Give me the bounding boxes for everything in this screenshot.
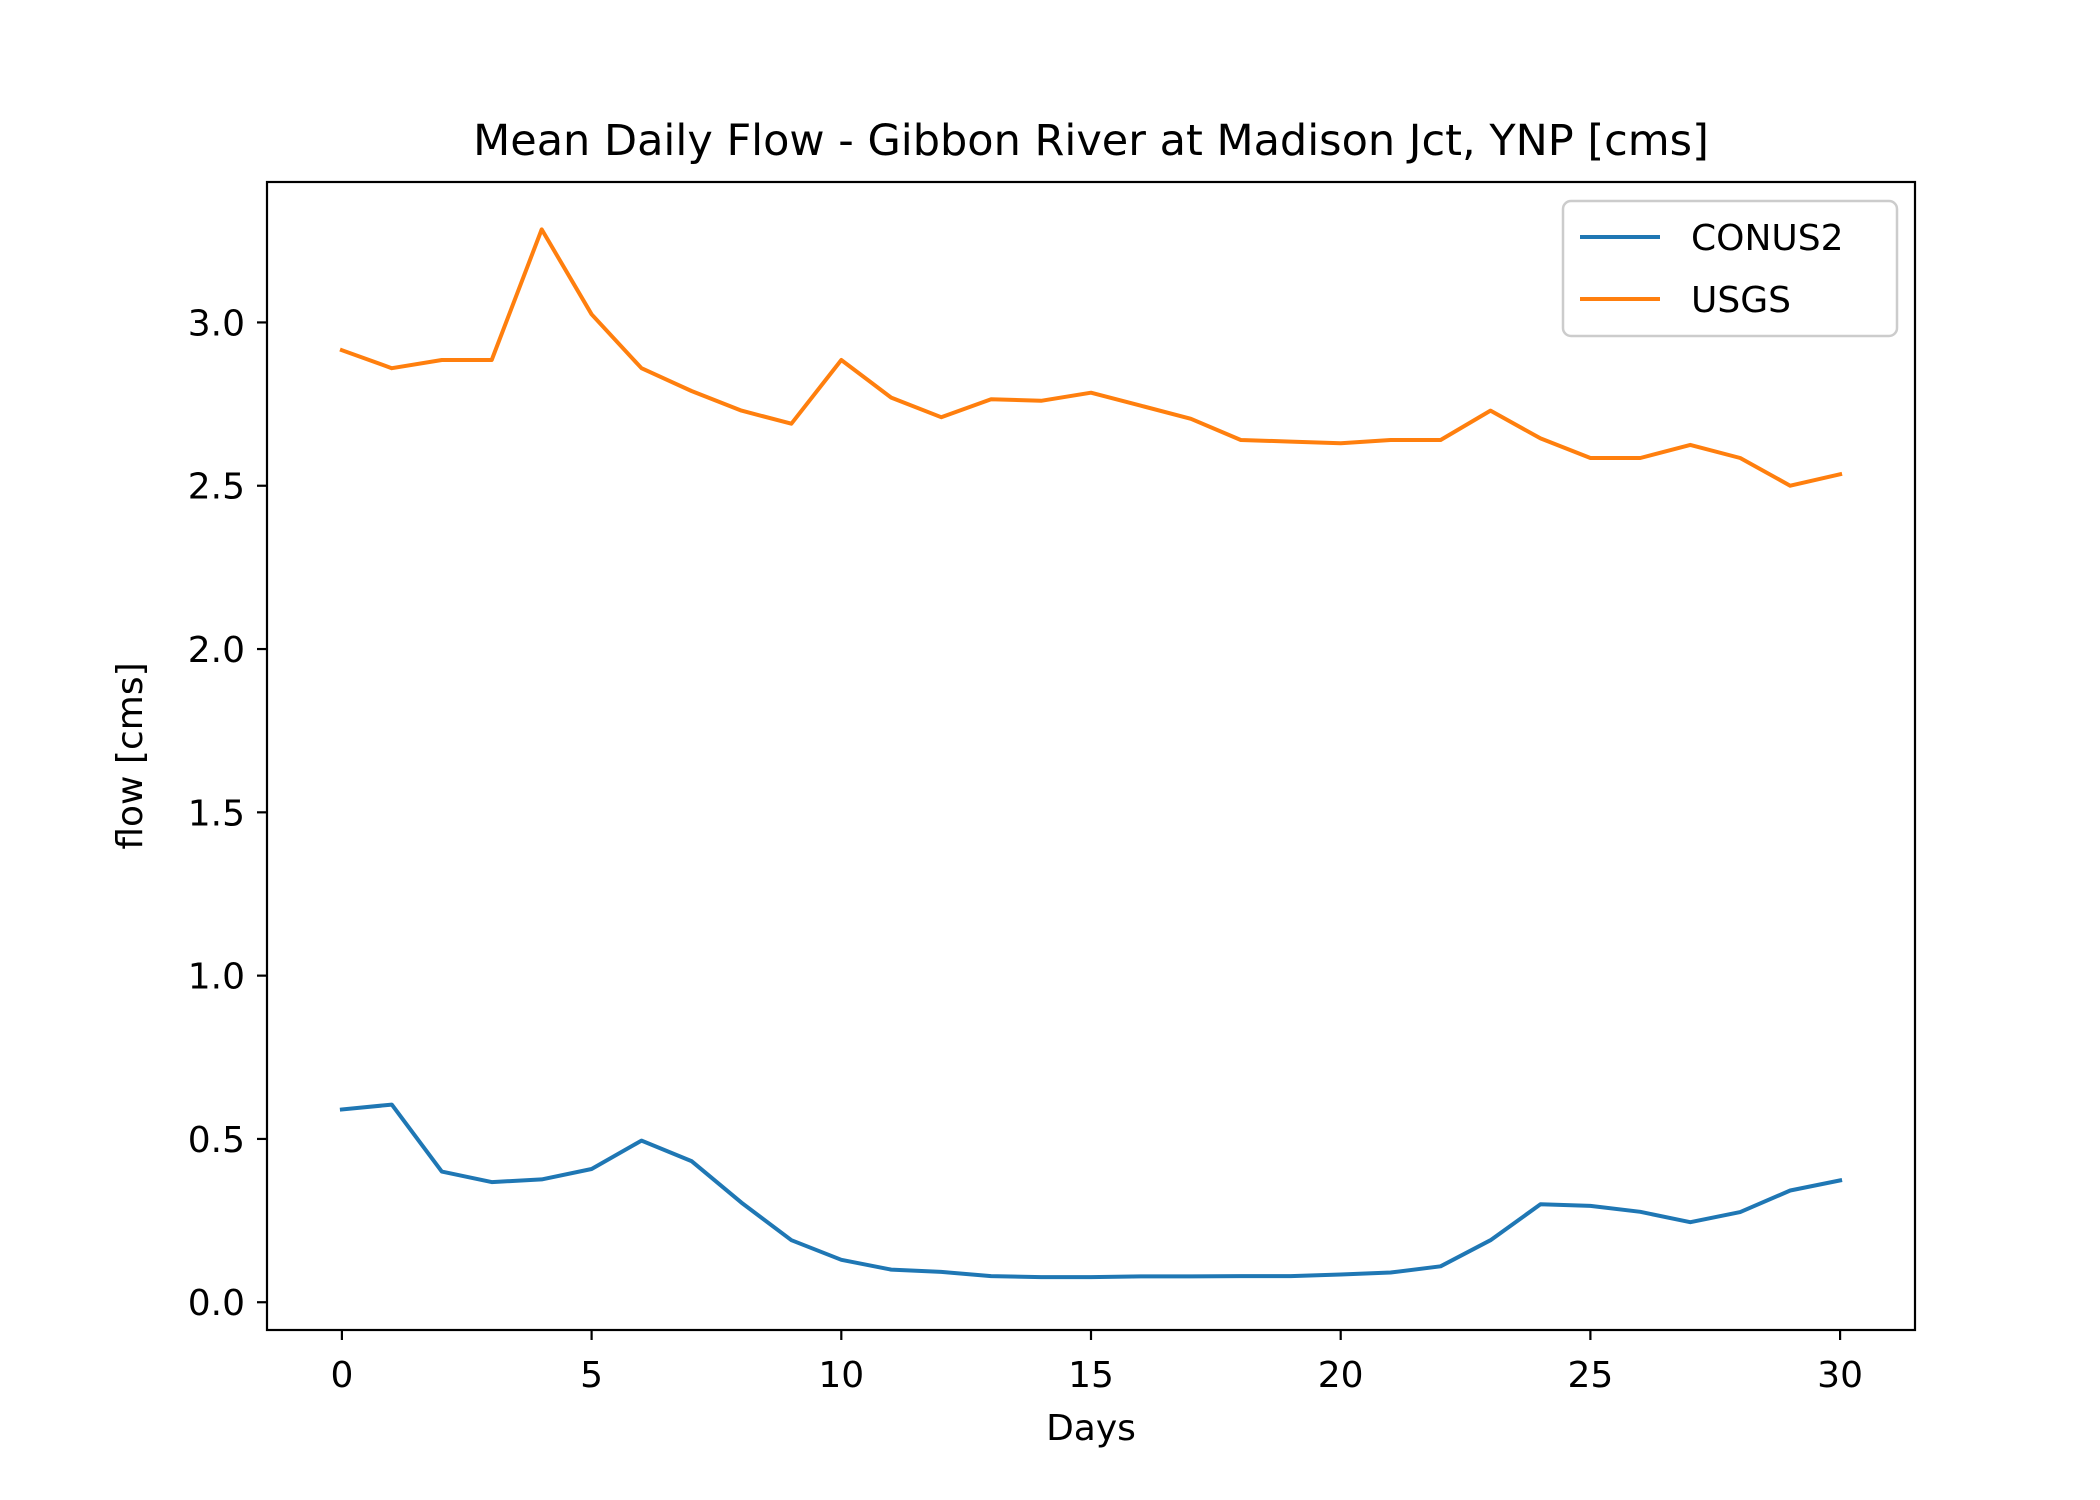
y-axis-label: flow [cms] xyxy=(110,662,151,849)
series-line-usgs xyxy=(339,227,1843,488)
y-tick-label: 1.5 xyxy=(188,793,245,834)
series-line-conus2 xyxy=(339,1102,1843,1280)
legend-box xyxy=(1561,199,1899,338)
x-tick-label: 0 xyxy=(330,1355,353,1396)
y-tick-label: 0.5 xyxy=(188,1120,245,1161)
axes-frame xyxy=(265,180,1917,1332)
y-tick-label: 2.5 xyxy=(188,467,245,508)
legend-label-conus2: CONUS2 xyxy=(1691,218,1844,259)
legend: CONUS2 USGS xyxy=(1561,199,1899,338)
x-tick-label: 10 xyxy=(818,1355,864,1396)
y-tick-label: 2.0 xyxy=(188,630,245,671)
x-tick-label: 15 xyxy=(1068,1355,1114,1396)
series-layer xyxy=(339,227,1843,1280)
y-axis: 0.0 0.5 1.0 1.5 2.0 2.5 3.0 xyxy=(188,303,267,1324)
x-axis-label: Days xyxy=(1046,1408,1136,1449)
y-tick-label: 0.0 xyxy=(188,1283,245,1324)
legend-entries: CONUS2 USGS xyxy=(1580,218,1844,321)
y-tick-label: 3.0 xyxy=(188,303,245,344)
x-tick-label: 20 xyxy=(1318,1355,1364,1396)
x-axis: 0 5 10 15 20 25 30 xyxy=(330,1330,1863,1396)
chart-title: Mean Daily Flow - Gibbon River at Madiso… xyxy=(473,116,1709,166)
legend-label-usgs: USGS xyxy=(1691,280,1791,321)
y-tick-label: 1.0 xyxy=(188,957,245,998)
x-tick-label: 25 xyxy=(1567,1355,1613,1396)
x-tick-label: 30 xyxy=(1817,1355,1863,1396)
x-tick-label: 5 xyxy=(580,1355,603,1396)
